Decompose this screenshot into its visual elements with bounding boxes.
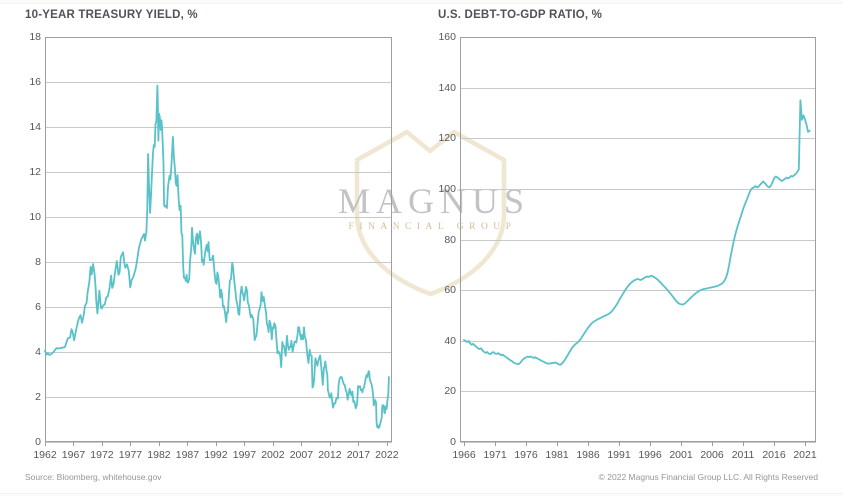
series-line: [44, 84, 390, 430]
y-axis-label: 12: [29, 166, 41, 178]
x-axis-label: 2011: [731, 449, 755, 461]
x-axis-label: 1996: [638, 449, 662, 461]
page-bottom-edge: [0, 493, 843, 496]
y-axis-label: 120: [438, 132, 456, 145]
x-axis-label: 1981: [545, 449, 569, 461]
x-axis-label: 2021: [793, 449, 817, 461]
plot-svg: [460, 37, 816, 446]
y-axis-label: 140: [438, 81, 456, 94]
source-note: Source: Bloomberg, whitehouse.gov: [25, 472, 162, 482]
plot-svg: [44, 37, 392, 446]
x-axis-label: 2017: [346, 449, 371, 461]
y-axis-label: 20: [444, 385, 456, 398]
x-axis-label: 2002: [261, 449, 285, 461]
y-axis-label: 160: [438, 31, 456, 43]
x-axis-label: 1992: [204, 449, 228, 461]
x-axis-label: 2016: [762, 449, 786, 461]
copyright-note: © 2022 Magnus Financial Group LLC. All R…: [598, 472, 818, 482]
x-axis-label: 1987: [175, 449, 200, 461]
treasury-yield-plot-area: 0 2 4 6 8 10 12 14 16 18 1962 1967 1972 1977 1982 1987 1…: [29, 31, 398, 461]
x-axis-label: 1972: [90, 449, 114, 461]
y-axis-label: 80: [444, 233, 456, 246]
x-axis-label: 1967: [61, 449, 86, 461]
y-axis-label: 60: [444, 284, 456, 297]
x-axis-label: 2001: [669, 449, 693, 461]
y-axis-label: 8: [35, 256, 41, 268]
x-axis-label: 2012: [318, 449, 342, 461]
y-axis-label: 16: [29, 76, 41, 88]
y-axis-label: 0: [450, 436, 456, 448]
x-axis-label: 1977: [118, 449, 143, 461]
x-axis-label: 1991: [607, 449, 631, 461]
y-axis-label: 4: [35, 346, 41, 358]
x-axis-label: 1971: [483, 449, 507, 461]
x-axis-label: 1966: [452, 449, 476, 461]
y-axis-label: 10: [29, 211, 41, 223]
debt-to-gdp-plot-area: 0 20 40 60 80 100 120 140 160 1966 1971 1976 1981 198…: [438, 31, 816, 461]
x-axis-label: 2006: [700, 449, 724, 461]
x-axis-label: 2007: [289, 449, 314, 461]
y-axis-label: 18: [29, 31, 41, 43]
page-top-edge: [0, 0, 843, 4]
x-axis-label: 1962: [33, 449, 57, 461]
y-axis-label: 2: [35, 391, 41, 403]
x-axis-label: 1982: [147, 449, 171, 461]
x-axis-label: 1976: [514, 449, 538, 461]
series-line: [463, 99, 811, 366]
x-axis-label: 1997: [232, 449, 257, 461]
x-axis-label: 2022: [375, 449, 399, 461]
y-axis-label: 40: [444, 334, 456, 347]
y-axis-label: 0: [35, 436, 41, 448]
chart-title-debt-to-gdp: U.S. DEBT-TO-GDP RATIO, %: [438, 9, 603, 21]
chart-title-treasury-yield: 10-YEAR TREASURY YIELD, %: [25, 9, 198, 21]
y-axis-label: 6: [35, 301, 41, 313]
plot-border: [460, 37, 816, 442]
x-axis-label: 1986: [576, 449, 600, 461]
y-axis-label: 14: [29, 121, 41, 133]
y-axis-label: 100: [438, 182, 456, 195]
